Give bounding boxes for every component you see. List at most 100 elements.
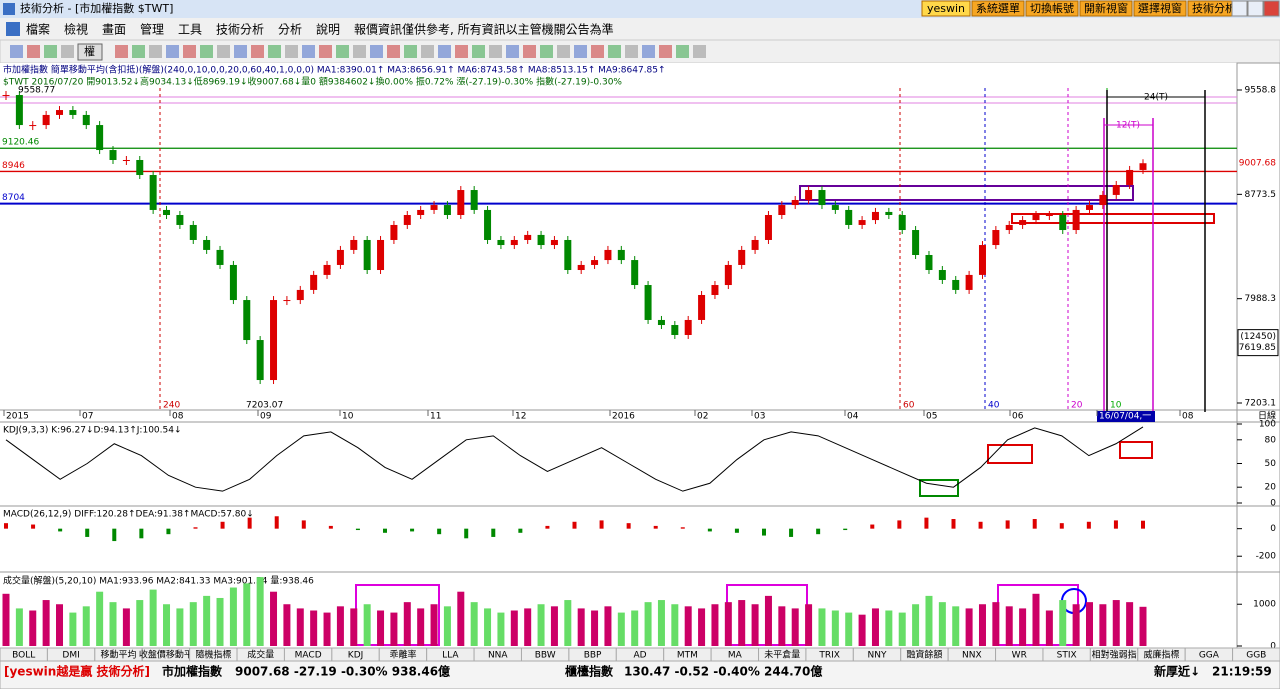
tab-label[interactable]: TRIX [818, 651, 840, 661]
tab-label[interactable]: MTM [677, 651, 698, 661]
toolbar-button[interactable] [302, 45, 315, 58]
tab-label[interactable]: STIX [1057, 651, 1077, 661]
highlight-box [987, 444, 1033, 464]
tab-label[interactable]: 威廉指標 [1143, 649, 1179, 661]
tab-label[interactable]: NNA [488, 651, 508, 661]
tab-label[interactable]: MACD [295, 651, 322, 661]
toolbar-button[interactable] [115, 45, 128, 58]
menu-item[interactable]: 畫面 [102, 22, 126, 37]
tab-label[interactable]: KDJ [348, 651, 364, 661]
tab-label[interactable]: AD [633, 651, 646, 661]
macd-bar [789, 528, 794, 537]
menu-item[interactable]: 管理 [140, 22, 164, 37]
tab-label[interactable]: BBP [584, 651, 602, 661]
menu-item[interactable]: 工具 [178, 23, 202, 37]
toolbar-button[interactable] [149, 45, 162, 58]
title-button[interactable] [971, 0, 1025, 17]
toolbar-button[interactable] [506, 45, 519, 58]
title-button[interactable] [921, 0, 971, 17]
toolbar-button[interactable] [336, 45, 349, 58]
volume-bar [871, 608, 879, 646]
toolbar-button[interactable] [523, 45, 536, 58]
tab-label[interactable]: 成交量 [247, 649, 274, 661]
macd-bar [626, 523, 631, 529]
title-button[interactable] [1079, 0, 1133, 17]
toolbar-button[interactable] [217, 45, 230, 58]
window-control[interactable] [1263, 0, 1280, 17]
tab-label[interactable]: GGB [1246, 651, 1266, 661]
tab-label[interactable]: BBW [535, 651, 556, 661]
menu-item[interactable]: 說明 [316, 23, 340, 37]
toolbar-button[interactable] [642, 45, 655, 58]
toolbar-button[interactable] [472, 45, 485, 58]
title-button-label[interactable]: 技術分析 [1192, 1, 1236, 15]
toolbar-button[interactable] [455, 45, 468, 58]
title-button-label[interactable]: 系統選單 [976, 1, 1020, 15]
toolbar-button[interactable] [625, 45, 638, 58]
tab-label[interactable]: GGA [1199, 651, 1220, 661]
toolbar-button[interactable] [10, 45, 23, 58]
tab-label[interactable]: NNX [962, 651, 982, 661]
toolbar-button[interactable] [608, 45, 621, 58]
tab-label[interactable]: 融資餘額 [906, 649, 942, 661]
tab-label[interactable]: 相對強弱指 [1092, 649, 1137, 661]
title-button[interactable] [1025, 0, 1079, 17]
tab-label[interactable]: 移動平均 [101, 649, 137, 661]
tab[interactable] [1232, 647, 1280, 662]
toolbar-button[interactable] [353, 45, 366, 58]
toolbar-button[interactable] [251, 45, 264, 58]
window-control[interactable] [1231, 0, 1248, 17]
tab-label[interactable]: 隨機指標 [195, 649, 231, 661]
status-brand: [yeswin越是贏 技術分析] [4, 664, 150, 679]
toolbar-button[interactable] [557, 45, 570, 58]
toolbar-button[interactable] [591, 45, 604, 58]
toolbar-button[interactable] [370, 45, 383, 58]
toolbar-button[interactable] [693, 45, 706, 58]
toolbar-button[interactable] [268, 45, 281, 58]
title-button-label[interactable]: 切換帳號 [1030, 1, 1074, 15]
toolbar-button[interactable] [132, 45, 145, 58]
toolbar-button[interactable] [404, 45, 417, 58]
toolbar-label[interactable]: 權 [84, 45, 95, 58]
toolbar-button[interactable] [61, 45, 74, 58]
volume-bar [604, 606, 612, 646]
title-button[interactable] [1133, 0, 1187, 17]
candle [617, 249, 625, 261]
tab-label[interactable]: DMI [62, 651, 79, 661]
tab-label[interactable]: LLA [442, 651, 459, 661]
menu-item[interactable]: 報價資訊僅供參考, 所有資訊以主管機關公告為準 [354, 22, 614, 37]
toolbar-button[interactable] [285, 45, 298, 58]
toolbar-button[interactable] [234, 45, 247, 58]
tab-label[interactable]: 乖離率 [389, 649, 416, 661]
title-button-label[interactable]: 選擇視窗 [1138, 1, 1182, 15]
tab-label[interactable]: 未平倉量 [764, 649, 800, 661]
title-button-label[interactable]: 開新視窗 [1084, 1, 1128, 15]
tab-label[interactable]: WR [1012, 651, 1027, 661]
toolbar-button[interactable] [166, 45, 179, 58]
toolbar-button[interactable] [183, 45, 196, 58]
toolbar-button[interactable] [44, 45, 57, 58]
tab-label[interactable]: NNY [868, 651, 887, 661]
toolbar-button[interactable] [659, 45, 672, 58]
menu-item[interactable]: 檢視 [64, 22, 88, 37]
title-button-label[interactable]: yeswin [927, 2, 965, 15]
tab-label[interactable]: 收盤價移動平 [139, 649, 193, 661]
menu-item[interactable]: 檔案 [26, 23, 50, 37]
toolbar-button[interactable] [387, 45, 400, 58]
tab-label[interactable]: BOLL [12, 651, 35, 661]
toolbar-button[interactable] [540, 45, 553, 58]
window-control[interactable] [1247, 0, 1264, 17]
toolbar-button[interactable] [489, 45, 502, 58]
toolbar-button[interactable] [421, 45, 434, 58]
toolbar-button[interactable] [438, 45, 451, 58]
menu-item[interactable]: 分析 [278, 23, 302, 37]
toolbar-button[interactable] [574, 45, 587, 58]
toolbar-button[interactable] [676, 45, 689, 58]
toolbar-button[interactable] [27, 45, 40, 58]
toolbar-button[interactable] [319, 45, 332, 58]
toolbar-button[interactable] [77, 43, 103, 61]
tab-label[interactable]: MA [728, 651, 743, 661]
toolbar-button[interactable] [200, 45, 213, 58]
menu-item[interactable]: 技術分析 [216, 23, 264, 37]
macd-bar [924, 517, 929, 529]
